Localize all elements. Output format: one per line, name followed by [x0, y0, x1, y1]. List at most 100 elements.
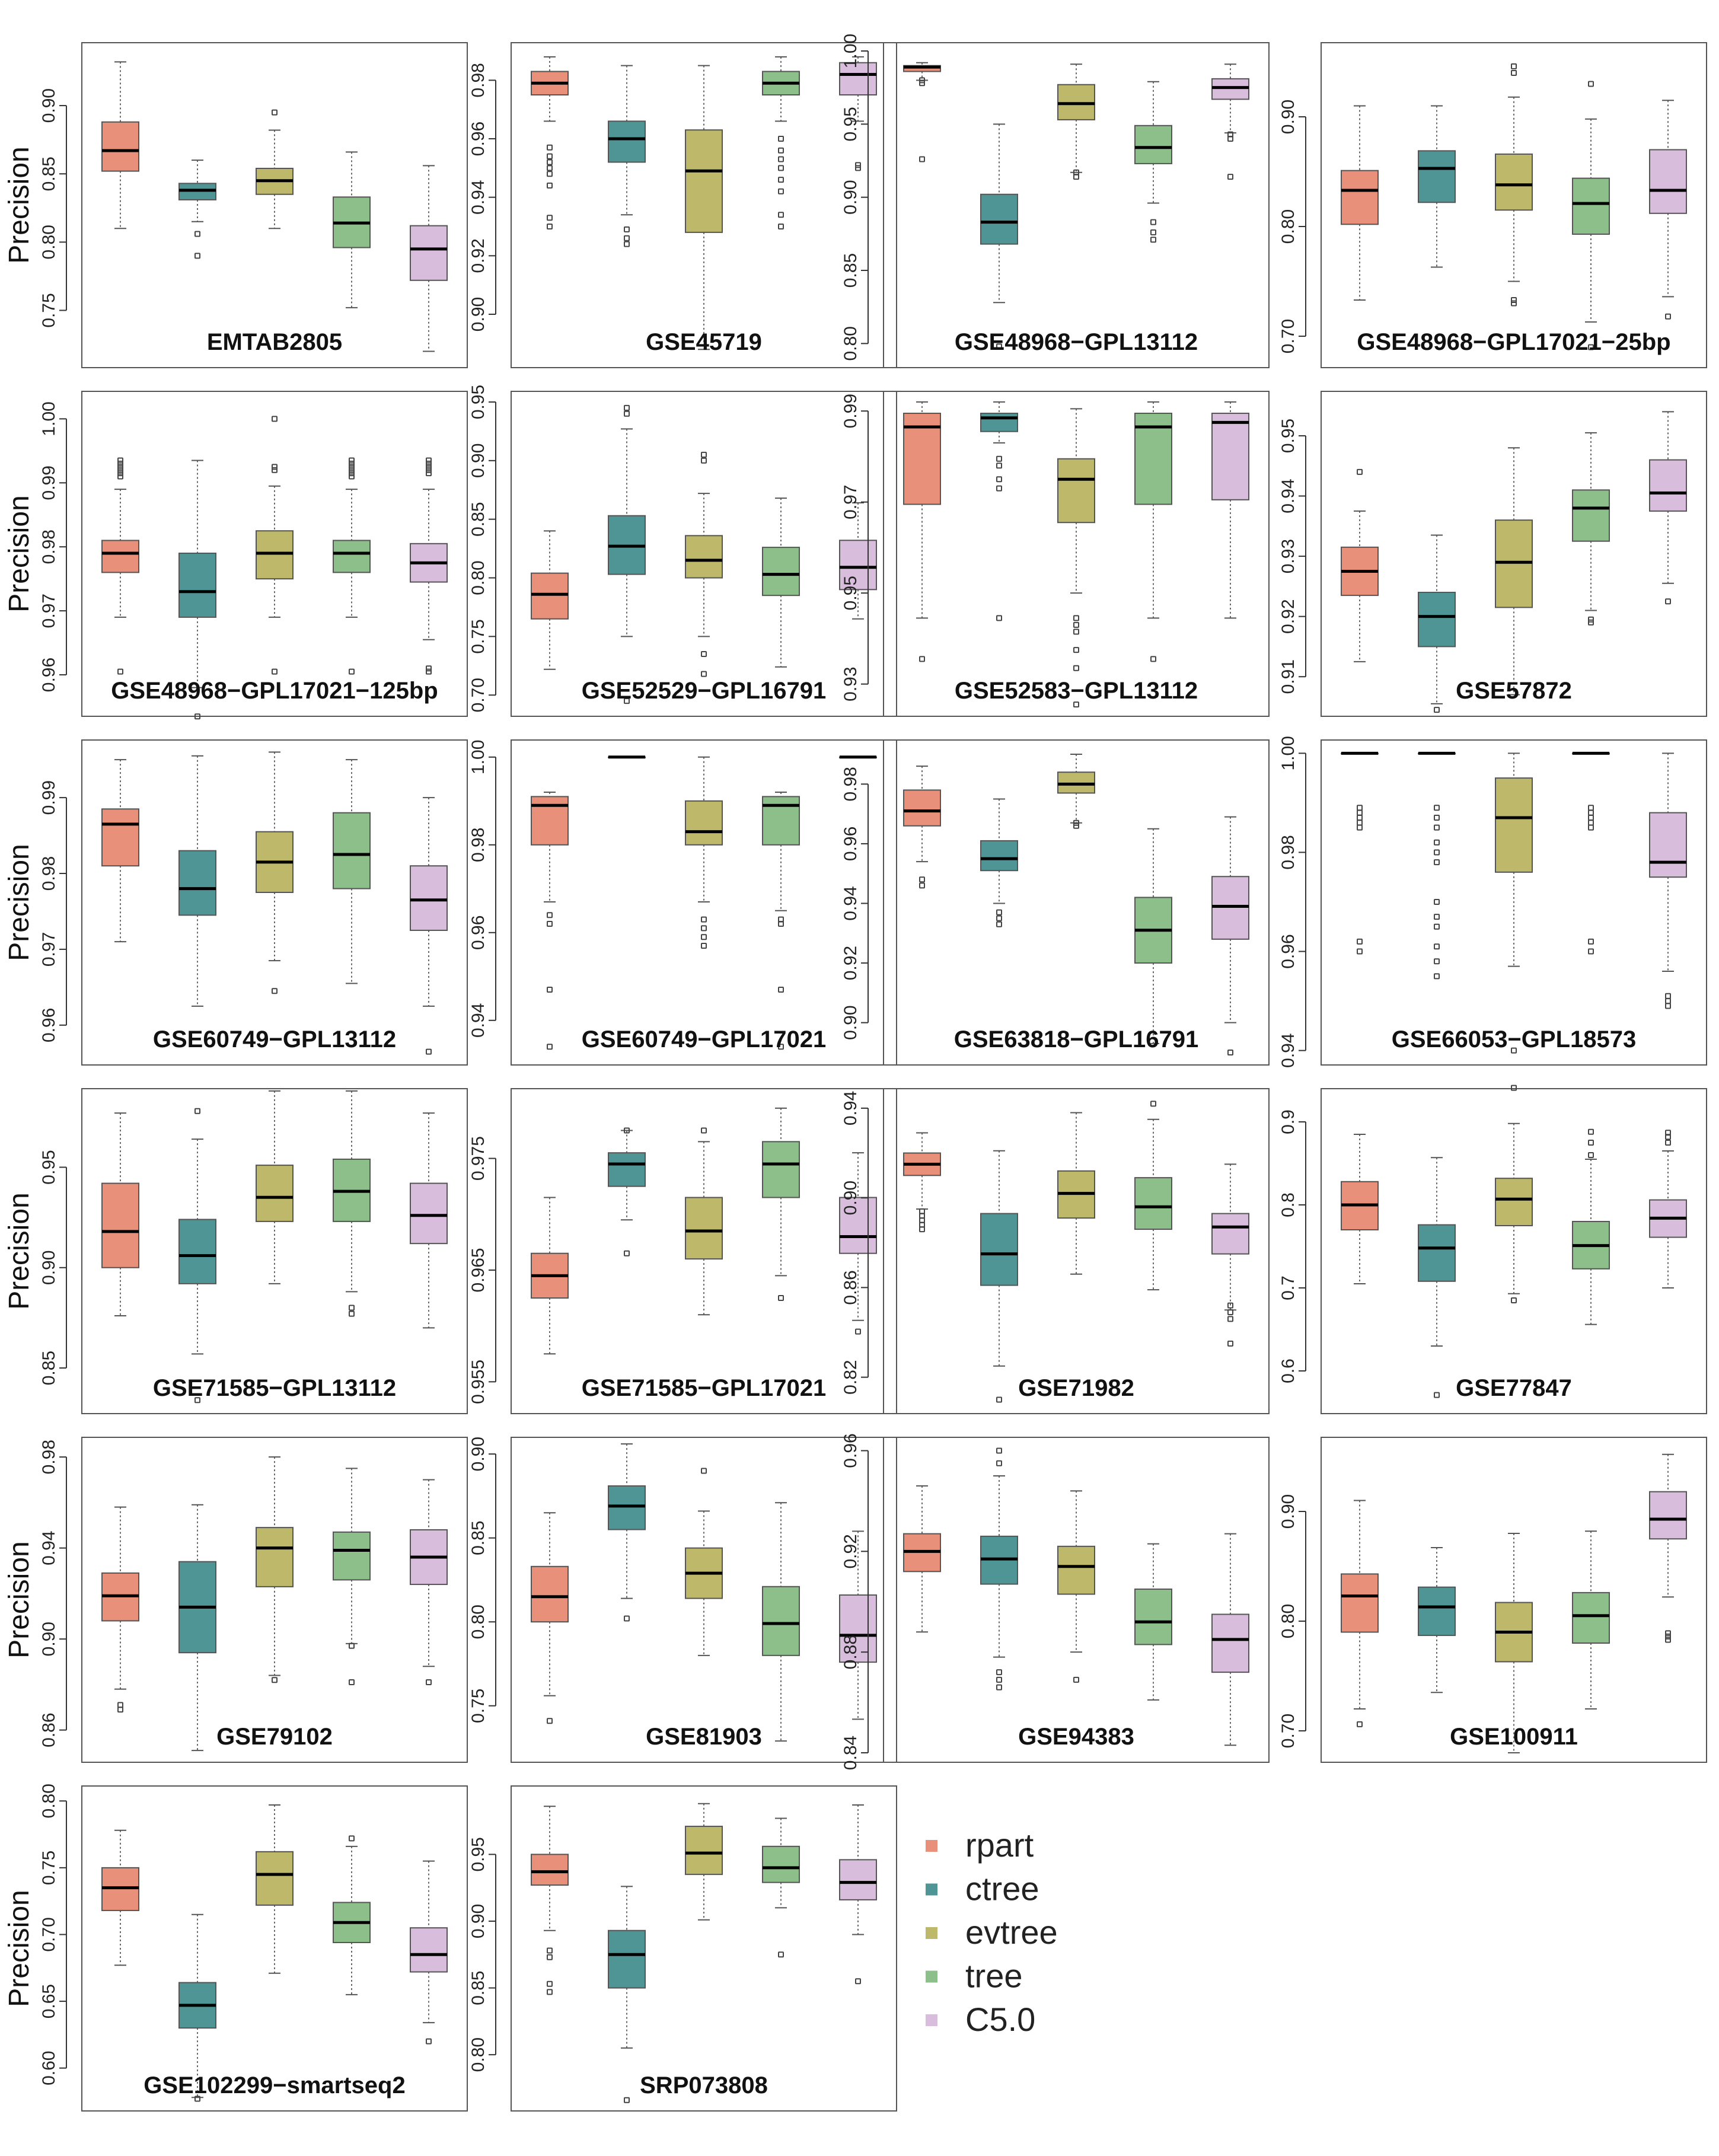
outlier-point	[349, 1679, 355, 1686]
box-rpart	[531, 530, 569, 670]
y-axis-label: Precision	[4, 1192, 35, 1309]
y-tick-label: 0.97	[841, 484, 860, 519]
y-tick-label: 0.70	[1278, 1714, 1298, 1748]
y-tick-label: 0.99	[39, 780, 59, 815]
chart-panel: 0.90 0.92 0.94 0.96 0.98 GSE45719	[468, 42, 897, 368]
box-iqr	[1211, 1613, 1249, 1673]
box-ctree	[608, 65, 646, 247]
legend: rpart ctree evtree tree C5.0	[926, 1826, 1058, 2038]
outlier-point	[1073, 822, 1079, 829]
y-tick-label: 0.90	[841, 1181, 860, 1215]
y-tick-label: 0.95	[1278, 419, 1298, 453]
y-tick-label: 0.92	[1278, 599, 1298, 633]
y-tick-label: 0.92	[841, 946, 860, 980]
y-tick-label: 0.85	[468, 1520, 488, 1555]
plot-frame	[81, 739, 468, 1066]
outlier-point	[1434, 923, 1440, 930]
box-iqr	[256, 1851, 294, 1906]
y-tick-label: 0.80	[468, 2037, 488, 2072]
outlier-point	[349, 668, 355, 675]
outlier-point	[855, 162, 861, 168]
y-tick-label: 0.85	[39, 1351, 59, 1385]
outlier-point	[272, 668, 278, 675]
box-evtree	[685, 1468, 723, 1656]
outlier-point	[701, 1468, 707, 1474]
outlier-point	[778, 147, 784, 154]
outlier-point	[426, 1679, 432, 1686]
box-ctree	[178, 1913, 216, 2102]
plot-frame	[511, 42, 897, 368]
outlier-point	[1227, 1316, 1233, 1322]
box-iqr	[1341, 170, 1379, 225]
box-evtree	[1495, 63, 1533, 307]
y-tick-label: 0.90	[468, 297, 488, 331]
chart-panel: 0.86 0.90 0.94 0.98 Precision GSE79102	[4, 1437, 468, 1763]
box-iqr	[1495, 519, 1533, 608]
box-rpart	[1341, 1500, 1379, 1727]
plot-frame	[883, 1088, 1270, 1414]
box-iqr	[685, 800, 723, 846]
box-ctree	[178, 1504, 216, 1752]
outlier-point	[1150, 219, 1156, 225]
outlier-point	[1227, 1340, 1233, 1347]
outlier-point	[624, 226, 630, 232]
outlier-point	[1588, 824, 1594, 831]
box-iqr	[531, 796, 569, 846]
outlier-point	[1588, 948, 1594, 955]
outlier-point	[1511, 1085, 1517, 1091]
outlier-point	[996, 915, 1002, 921]
y-tick-label: 0.80	[39, 1784, 59, 1818]
outlier-point	[117, 1702, 123, 1708]
plot-frame	[1321, 1437, 1707, 1763]
outlier-point	[701, 925, 707, 932]
legend-item-evtree: evtree	[926, 1913, 1058, 1951]
box-iqr	[1134, 125, 1172, 164]
outlier-point	[1511, 300, 1517, 307]
box-iqr	[839, 1594, 877, 1663]
outlier-point	[194, 253, 200, 259]
box-iqr	[101, 121, 139, 172]
outlier-point	[1434, 814, 1440, 821]
box-ctree	[980, 798, 1018, 927]
outlier-point	[117, 457, 123, 464]
box-iqr	[1211, 413, 1249, 500]
outlier-point	[1357, 809, 1363, 816]
y-tick-label: 0.975	[468, 1136, 488, 1181]
box-iqr	[101, 540, 139, 573]
y-tick-label: 0.95	[39, 1150, 59, 1184]
outlier-point	[778, 188, 784, 194]
box-evtree	[685, 756, 723, 949]
outlier-point	[272, 988, 278, 994]
outlier-point	[547, 1947, 553, 1954]
chart-title: GSE57872	[1456, 678, 1572, 704]
outlier-point	[117, 464, 123, 470]
outlier-point	[1357, 948, 1363, 955]
outlier-point	[996, 615, 1002, 621]
outlier-point	[996, 909, 1002, 916]
chart-title: GSE48968−GPL13112	[955, 329, 1198, 355]
legend-swatch	[926, 1840, 937, 1852]
y-tick-label: 0.7	[1278, 1275, 1298, 1300]
box-rpart	[531, 56, 569, 229]
box-rpart	[903, 401, 941, 662]
box-tree	[1572, 1530, 1610, 1710]
box-rpart	[1341, 751, 1379, 955]
outlier-point	[919, 77, 925, 84]
box-ctree	[980, 1447, 1018, 1691]
y-tick-label: 0.85	[468, 502, 488, 536]
box-tree	[1572, 81, 1610, 350]
box-iqr	[608, 120, 646, 163]
plot-frame	[1321, 42, 1707, 368]
box-ctree	[608, 1127, 646, 1256]
chart-title: GSE60749−GPL13112	[153, 1026, 396, 1053]
chart-panel: 0.75 0.80 0.85 0.90 GSE81903	[468, 1437, 897, 1763]
box-evtree	[1057, 754, 1095, 829]
box-iqr	[980, 1213, 1018, 1286]
outlier-point	[996, 1460, 1002, 1466]
box-iqr	[762, 1141, 800, 1198]
outlier-point	[1073, 819, 1079, 826]
outlier-point	[624, 404, 630, 411]
outlier-point	[919, 80, 925, 87]
box-iqr	[608, 1152, 646, 1187]
chart-title: GSE60749−GPL17021	[582, 1026, 827, 1053]
